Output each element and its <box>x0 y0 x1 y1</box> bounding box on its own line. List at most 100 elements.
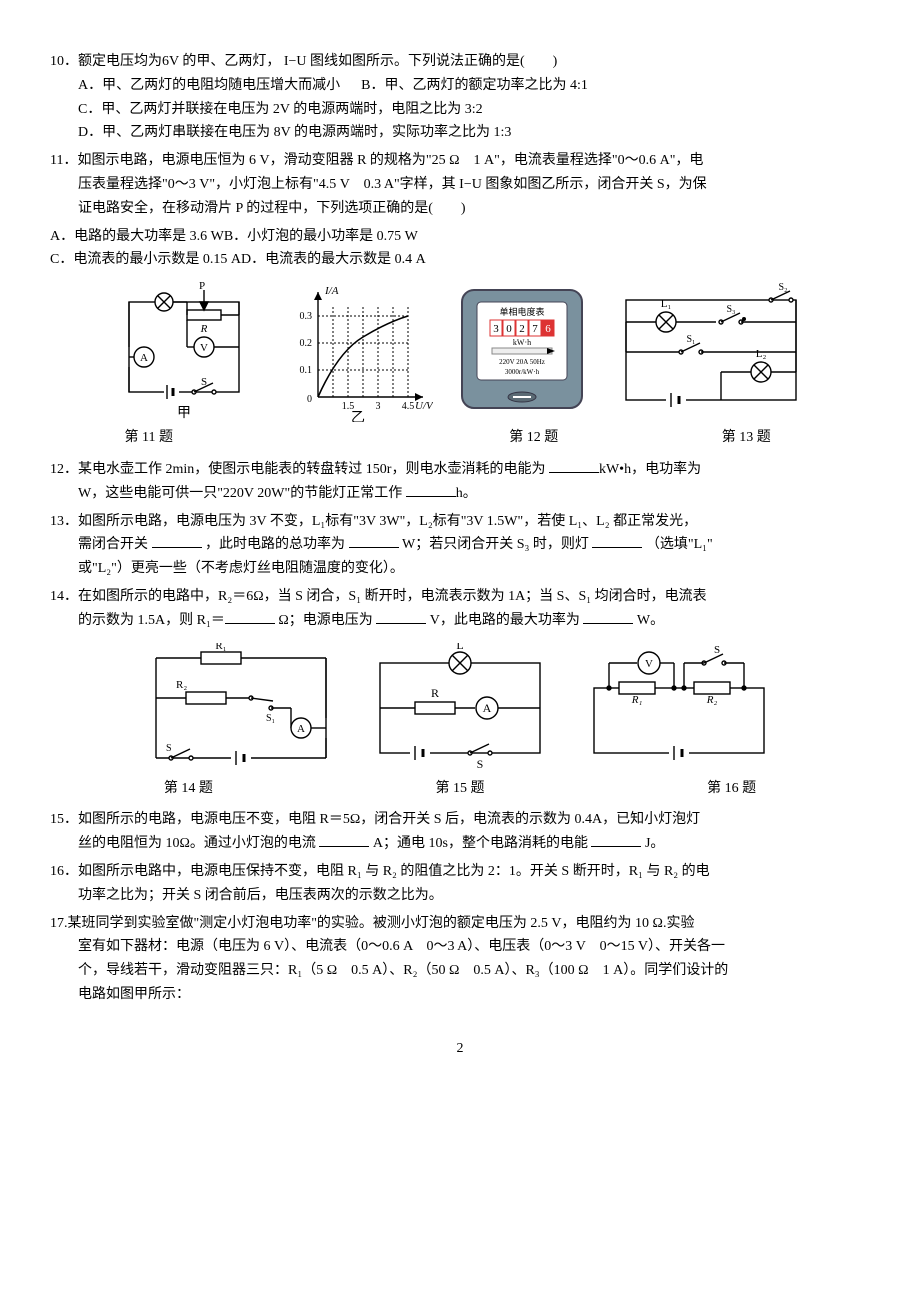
q15c: A；通电 10s，整个电路消耗的电能 <box>373 836 592 851</box>
q16b: 功率之比为；开关 S 闭合前后，电压表两次的示数之比为。 <box>50 884 870 908</box>
q10-opt-b: B．甲、乙两灯的额定功率之比为 4:1 <box>361 78 588 93</box>
q11-opt-c: C．电流表的最小示数是 0.15 A <box>50 252 241 267</box>
q14-blank3[interactable] <box>583 609 633 624</box>
q12-blank2[interactable] <box>406 482 456 497</box>
cap-13: 第 13 题 <box>646 426 846 450</box>
svg-text:kW·h: kW·h <box>513 338 531 347</box>
svg-text:6: 6 <box>545 323 551 335</box>
svg-text:S: S <box>714 644 720 656</box>
q10-opt-d: D．甲、乙两灯串联接在电压为 8V 的电源两端时，实际功率之比为 1:3 <box>50 121 870 145</box>
svg-text:A: A <box>297 723 305 735</box>
svg-text:乙: 乙 <box>351 410 365 422</box>
svg-text:R: R <box>200 323 208 335</box>
q10-opt-c: C．甲、乙两灯并联接在电压为 2V 的电源两端时，电阻之比为 3:2 <box>50 98 870 122</box>
svg-text:S: S <box>166 743 172 754</box>
svg-text:3: 3 <box>493 323 499 335</box>
q13-blank2[interactable] <box>349 533 399 548</box>
svg-text:R₂: R₂ <box>706 694 718 706</box>
svg-text:P: P <box>199 282 205 292</box>
svg-text:L₁: L₁ <box>661 298 672 310</box>
q11-opts-line2: C．电流表的最小示数是 0.15 AD．电流表的最大示数是 0.4 A <box>50 248 870 272</box>
svg-text:S: S <box>477 757 484 771</box>
q13f: 或"L₂"）更亮一些（不考虑灯丝电阻随温度的变化）。 <box>50 557 870 581</box>
svg-text:A: A <box>483 701 492 715</box>
q14d: V，此电路的最大功率为 <box>430 613 584 628</box>
q11-opts-line1: A．电路的最大功率是 3.6 WB．小灯泡的最小功率是 0.75 W <box>50 225 870 249</box>
figures-row-2: R₁ R₂ S₁ A S <box>50 643 870 773</box>
fig-circuit-13: L₁ S₃ S₂ S₁ L₂ <box>611 282 811 422</box>
q15b: 丝的电阻恒为 10Ω。通过小灯泡的电流 <box>78 836 319 851</box>
q12: 12．某电水壶工作 2min，使图示电能表的转盘转过 150r，则电水壶消耗的电… <box>50 458 870 506</box>
svg-text:V: V <box>645 658 653 670</box>
q13-blank3[interactable] <box>592 533 642 548</box>
q14: 14．在如图所示的电路中，R₂＝6Ω，当 S 闭合，S₁ 断开时，电流表示数为 … <box>50 585 870 633</box>
cap-15: 第 15 题 <box>365 777 555 801</box>
q14-blank1[interactable] <box>225 609 275 624</box>
q17: 17.某班同学到实验室做"测定小灯泡电功率"的实验。被测小灯泡的额定电压为 2.… <box>50 912 870 1007</box>
q10-opt-a: A．甲、乙两灯的电阻均随电压增大而减小 <box>78 78 340 93</box>
svg-text:甲: 甲 <box>177 406 191 421</box>
q13b: 需闭合开关 <box>78 537 152 552</box>
q12a: 12．某电水壶工作 2min，使图示电能表的转盘转过 150r，则电水壶消耗的电… <box>50 462 549 477</box>
svg-text:I/A: I/A <box>324 285 339 297</box>
svg-text:R: R <box>431 686 439 700</box>
q12c: W，这些电能可供一只"220V 20W"的节能灯正常工作 <box>78 486 406 501</box>
svg-text:220V 20A 50Hz: 220V 20A 50Hz <box>499 358 545 366</box>
q14-blank2[interactable] <box>376 609 426 624</box>
svg-text:S₃: S₃ <box>726 304 735 315</box>
q12d: h。 <box>456 486 477 501</box>
q14e: W。 <box>637 613 664 628</box>
q11-stem3: 证电路安全，在移动滑片 P 的过程中，下列选项正确的是( ) <box>50 197 870 221</box>
q10-stem: 10．额定电压均为6V 的甲、乙两灯， I−U 图线如图所示。下列说法正确的是(… <box>50 50 870 74</box>
q13-blank1[interactable] <box>152 533 202 548</box>
fig-graph-11: I/A U/V 0 0.1 0.2 0.3 1.5 3 4.5 乙 <box>283 282 433 422</box>
q10: 10．额定电压均为6V 的甲、乙两灯， I−U 图线如图所示。下列说法正确的是(… <box>50 50 870 145</box>
fig-circuit-11: P R V A S 甲 <box>109 282 259 422</box>
q17d: 电路如图甲所示： <box>50 983 870 1007</box>
q12-blank1[interactable] <box>549 458 599 473</box>
svg-text:0: 0 <box>506 323 512 335</box>
q13: 13．如图所示电路，电源电压为 3V 不变，L₁标有"3V 3W"，L₂标有"3… <box>50 510 870 581</box>
q15d: J。 <box>645 836 664 851</box>
fig-circuit-16: R₁ R₂ V S <box>579 643 779 773</box>
q13c: ，此时电路的总功率为 <box>205 537 349 552</box>
q13d: W；若只闭合开关 S₃ 时，则灯 <box>402 537 592 552</box>
cap-16: 第 16 题 <box>632 777 832 801</box>
svg-text:R₂: R₂ <box>176 679 187 691</box>
q17c: 个，导线若干，滑动变阻器三只：R₁（5 Ω 0.5 A）、R₂（50 Ω 0.5… <box>50 959 870 983</box>
figure-captions-1: 第 11 题 第 12 题 第 13 题 <box>50 426 870 450</box>
q15-blank1[interactable] <box>319 832 369 847</box>
svg-text:0: 0 <box>307 394 312 405</box>
q12b: kW•h，电功率为 <box>599 462 701 477</box>
q16: 16．如图所示电路中，电源电压保持不变，电阻 R₁ 与 R₂ 的阻值之比为 2：… <box>50 860 870 908</box>
svg-text:A: A <box>140 352 148 364</box>
svg-text:S₁: S₁ <box>686 334 695 345</box>
svg-text:0.3: 0.3 <box>300 311 313 322</box>
q11: 11．如图示电路，电源电压恒为 6 V，滑动变阻器 R 的规格为"25 Ω 1 … <box>50 149 870 220</box>
svg-text:3: 3 <box>376 401 381 412</box>
svg-text:R₁: R₁ <box>215 643 226 652</box>
q17b: 室有如下器材：电源（电压为 6 V）、电流表（0～0.6 A 0～3 A）、电压… <box>50 935 870 959</box>
figure-captions-2: 第 14 题 第 15 题 第 16 题 <box>50 777 870 801</box>
q13e: （选填"L₁" <box>646 537 713 552</box>
q15: 15．如图所示的电路，电源电压不变，电阻 R＝5Ω，闭合开关 S 后，电流表的示… <box>50 808 870 856</box>
svg-text:7: 7 <box>532 323 538 335</box>
q15a: 15．如图所示的电路，电源电压不变，电阻 R＝5Ω，闭合开关 S 后，电流表的示… <box>50 808 870 832</box>
cap-11: 第 11 题 <box>74 426 224 450</box>
q14b: 的示数为 1.5A，则 R₁＝ <box>78 613 225 628</box>
page-number: 2 <box>50 1037 870 1061</box>
svg-text:U/V: U/V <box>415 400 433 412</box>
svg-text:单相电度表: 单相电度表 <box>499 306 544 317</box>
q14c: Ω；电源电压为 <box>278 613 376 628</box>
svg-text:2: 2 <box>519 323 525 335</box>
svg-text:4.5: 4.5 <box>402 401 415 412</box>
fig-circuit-14: R₁ R₂ S₁ A S <box>141 643 341 773</box>
q11-stem1: 11．如图示电路，电源电压恒为 6 V，滑动变阻器 R 的规格为"25 Ω 1 … <box>50 149 870 173</box>
q11-opt-a: A．电路的最大功率是 3.6 W <box>50 229 224 244</box>
q11-opt-d: D．电流表的最大示数是 0.4 A <box>241 252 426 267</box>
fig-circuit-15: L R A S <box>365 643 555 773</box>
q15-blank2[interactable] <box>591 832 641 847</box>
svg-text:S₂: S₂ <box>778 282 787 293</box>
q14a: 14．在如图所示的电路中，R₂＝6Ω，当 S 闭合，S₁ 断开时，电流表示数为 … <box>50 585 870 609</box>
q17a: 17.某班同学到实验室做"测定小灯泡电功率"的实验。被测小灯泡的额定电压为 2.… <box>50 912 870 936</box>
